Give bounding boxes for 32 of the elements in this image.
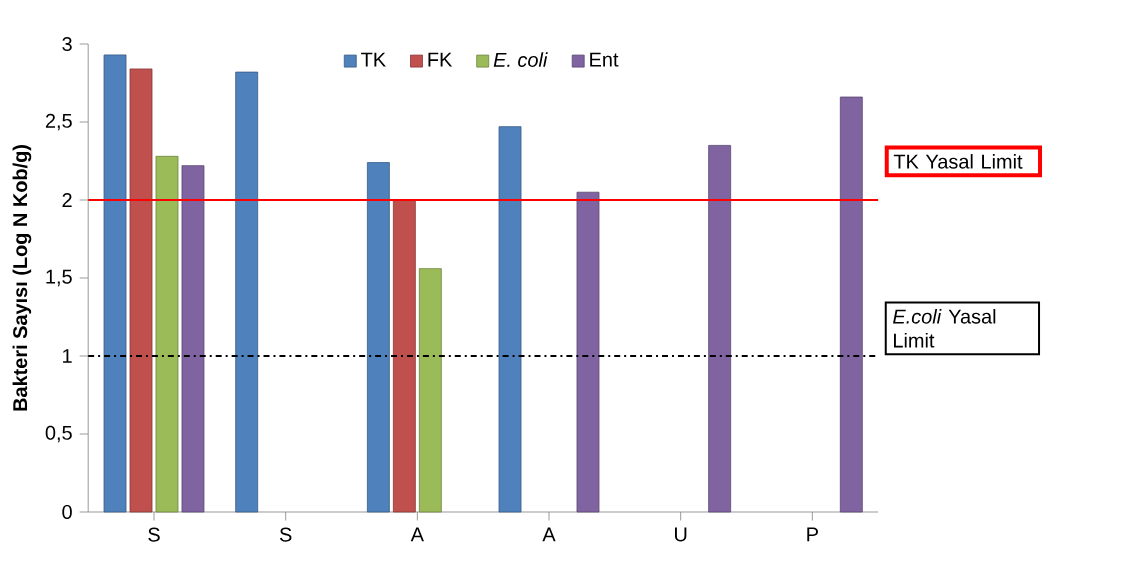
- x-tick-label: U: [675, 527, 687, 542]
- x-tick-label: S: [279, 527, 292, 542]
- bar: [418, 268, 442, 513]
- y-tick-label: 2,5: [45, 113, 72, 131]
- y-tick-label: 3: [62, 36, 72, 52]
- legend-label: Ent: [590, 52, 619, 67]
- y-tick-label: 2: [62, 193, 72, 207]
- y-tick-label: 1,5: [46, 269, 72, 287]
- y-tick-label: 1: [63, 349, 72, 363]
- bar: [366, 162, 390, 513]
- y-tick-label: 0: [62, 504, 72, 520]
- bar: [839, 96, 863, 513]
- bar: [181, 165, 205, 513]
- y-axis-title: Bakteri Sayısı (Log N Kob/g): [12, 145, 32, 411]
- legend-label: FK: [428, 52, 453, 67]
- ref-line-label: TK Yasal Limit: [893, 154, 1023, 169]
- x-tick-label: A: [410, 527, 424, 542]
- bar: [103, 54, 127, 513]
- bar: [576, 191, 600, 513]
- bar: [155, 155, 179, 513]
- x-tick-label: S: [148, 527, 160, 542]
- legend-label: TK: [361, 52, 386, 67]
- bar: [129, 68, 153, 513]
- x-tick-label: A: [542, 527, 556, 542]
- bar: [235, 71, 259, 513]
- x-tick-label: P: [807, 527, 818, 542]
- bar: [708, 145, 732, 513]
- legend-label: E. coli: [493, 52, 548, 67]
- bar: [392, 199, 416, 513]
- bar: [498, 126, 522, 513]
- y-tick-label: 0,5: [45, 425, 72, 443]
- ref-line-label: E.coli Yasal Limit: [893, 309, 996, 348]
